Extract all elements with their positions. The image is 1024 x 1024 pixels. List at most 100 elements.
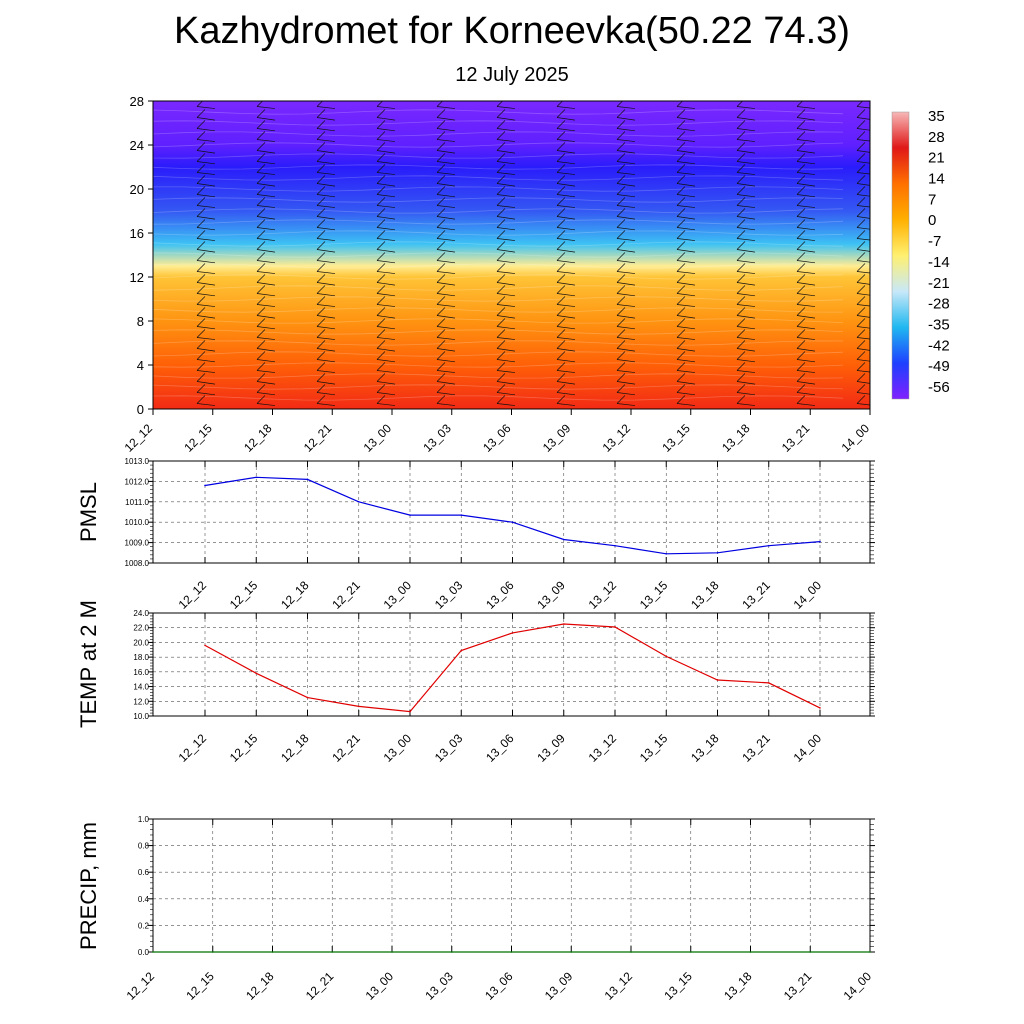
wind-barb — [256, 161, 276, 165]
wind-barb-flag — [196, 395, 206, 404]
wind-barb-flag — [796, 101, 803, 107]
wind-barb — [256, 205, 276, 208]
wind-barb — [376, 205, 396, 208]
wind-barb — [436, 205, 456, 208]
wind-barb-flag — [376, 219, 386, 228]
wind-barb — [436, 271, 456, 274]
wind-barb-flag — [196, 109, 206, 118]
wind-barb — [316, 227, 336, 231]
wind-barb-flag — [436, 186, 446, 195]
wind-barb-flag — [376, 142, 386, 151]
data-point — [255, 672, 258, 675]
wind-barb-flag — [556, 274, 566, 283]
wind-barb-flag — [196, 340, 206, 349]
wind-barb — [796, 249, 816, 253]
wind-barb — [736, 249, 756, 253]
wind-barb — [196, 150, 216, 154]
wind-barb-flag — [316, 208, 326, 217]
wind-barb-flag — [256, 362, 266, 371]
wind-barb-flag — [556, 263, 566, 272]
wind-barb-flag — [196, 131, 206, 140]
wind-barb — [256, 194, 276, 198]
wind-barb — [856, 249, 870, 252]
wind-barb-flag — [316, 101, 323, 107]
temperature-contour — [153, 241, 844, 247]
y-tick-label: 0.2 — [138, 921, 150, 930]
wind-barb — [796, 238, 816, 241]
wind-barb — [196, 260, 216, 264]
wind-barb-flag — [796, 274, 806, 283]
wind-barb-flag — [556, 351, 566, 360]
wind-barb-flag — [376, 208, 386, 217]
wind-barb-flag — [316, 362, 326, 371]
wind-barb — [736, 161, 756, 165]
wind-barb-flag — [856, 384, 866, 393]
wind-barb — [196, 271, 216, 274]
wind-barb — [376, 106, 396, 109]
wind-barb-flag — [376, 164, 386, 173]
wind-barb-flag — [436, 230, 446, 239]
wind-barb-flag — [376, 384, 386, 393]
wind-barb — [676, 403, 696, 406]
wind-barb — [316, 172, 336, 175]
temperature-contour — [153, 274, 844, 280]
wind-barb-flag — [556, 230, 566, 239]
wind-barb — [436, 172, 456, 175]
temperature-contour — [153, 175, 844, 181]
x-tick-label: 13_12 — [586, 731, 620, 765]
wind-barb-flag — [496, 274, 506, 283]
wind-barb-flag — [196, 230, 206, 239]
wind-barb — [556, 293, 576, 297]
y-axis-label: PMSL — [76, 482, 101, 542]
temperature-contour — [153, 263, 844, 269]
wind-barb — [556, 227, 576, 231]
wind-barb-flag — [856, 142, 866, 151]
wind-barb-flag — [736, 263, 746, 272]
wind-barb — [796, 326, 816, 330]
wind-barb — [316, 359, 336, 363]
wind-barb — [436, 370, 456, 373]
wind-barb-flag — [676, 208, 686, 217]
wind-barb — [736, 403, 756, 406]
wind-barb-flag — [736, 307, 746, 316]
wind-barb-flag — [796, 109, 806, 118]
wind-barb — [796, 315, 816, 319]
wind-barb — [856, 348, 870, 351]
wind-barb — [496, 348, 516, 352]
wind-barb — [736, 139, 756, 142]
wind-barb — [256, 183, 276, 187]
data-point — [306, 696, 309, 699]
y-tick-label: 24.0 — [133, 609, 149, 618]
data-point — [665, 553, 668, 555]
wind-barb-flag — [676, 186, 686, 195]
colorbar-label: 14 — [928, 171, 945, 188]
wind-barb — [256, 271, 276, 274]
x-tick-label: 12_21 — [303, 969, 337, 1003]
wind-barb — [436, 227, 456, 231]
wind-barb-flag — [196, 186, 206, 195]
wind-barb-flag — [376, 274, 386, 283]
wind-barb — [376, 348, 396, 352]
wind-barb-flag — [736, 318, 746, 327]
wind-barb-flag — [856, 318, 866, 327]
wind-barb-flag — [676, 197, 686, 206]
wind-barb-flag — [196, 175, 206, 184]
wind-barb — [376, 238, 396, 241]
temperature-contour — [153, 351, 844, 357]
wind-barb — [376, 161, 396, 165]
x-tick-label: 12_15 — [183, 969, 217, 1003]
y-tick-label: 0.6 — [138, 868, 150, 877]
x-tick-label: 12_15 — [227, 731, 261, 765]
x-tick-label: 12_12 — [176, 578, 210, 612]
wind-barb-flag — [376, 263, 386, 272]
wind-barb-flag — [316, 153, 326, 162]
wind-barb-flag — [316, 285, 326, 294]
wind-barb — [616, 139, 636, 142]
wind-barb-flag — [196, 263, 206, 272]
x-tick-label: 12_18 — [243, 969, 277, 1003]
wind-barb — [436, 194, 456, 198]
wind-barb-flag — [676, 318, 686, 327]
wind-barb — [376, 128, 396, 132]
wind-barb-flag — [496, 142, 506, 151]
wind-barb-flag — [436, 175, 446, 184]
